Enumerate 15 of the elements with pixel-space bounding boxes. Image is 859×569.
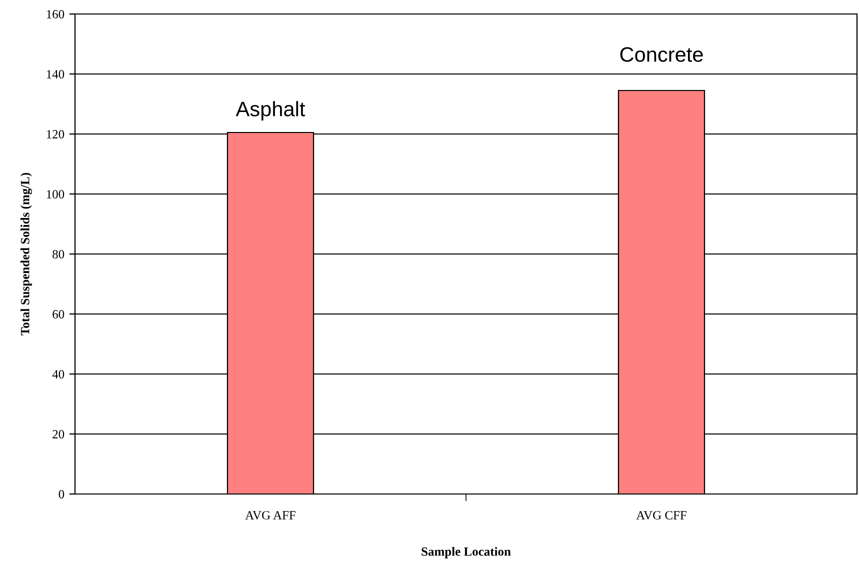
x-tick-label: AVG CFF: [636, 511, 686, 520]
y-tick-label: 20: [52, 430, 64, 438]
y-tick-label: 160: [46, 10, 64, 18]
y-tick-label: 60: [52, 310, 64, 318]
y-axis-title: Total Suspended Solids (mg/L): [20, 172, 32, 336]
y-tick-label: 140: [46, 70, 64, 78]
y-tick-label: 0: [58, 490, 64, 498]
x-tick-label: AVG AFF: [245, 511, 296, 520]
annotation: Concrete: [620, 47, 703, 62]
y-tick-label: 40: [52, 370, 64, 378]
y-tick-label: 120: [46, 130, 64, 138]
x-axis-title: Sample Location: [422, 547, 511, 558]
annotation: Asphalt: [236, 101, 306, 120]
y-tick-label: 80: [52, 250, 64, 258]
y-tick-label: 100: [46, 190, 64, 198]
